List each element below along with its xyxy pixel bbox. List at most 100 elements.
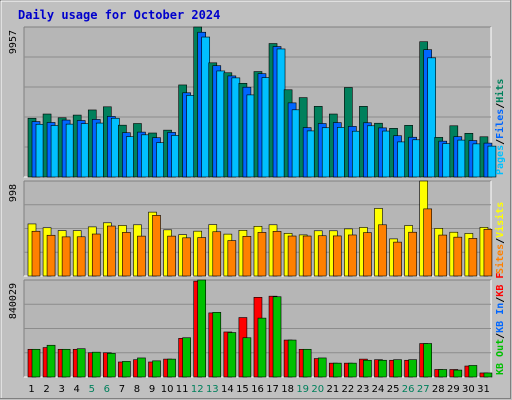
bar-sites-day-15 — [242, 236, 252, 277]
x-tick-label-day-9: 9 — [149, 384, 155, 395]
bar-sites-day-5 — [91, 233, 101, 277]
panel-visitors-ymax-label: 998 — [8, 184, 19, 202]
x-tick-label-day-16: 16 — [251, 384, 264, 395]
panel-requests-legend: Pages/Files/Hits — [494, 79, 506, 175]
bar-kb-out-day-24 — [378, 359, 387, 378]
bar-sites-day-25 — [393, 241, 402, 277]
x-tick-label-day-6: 6 — [104, 384, 110, 395]
bar-sites-day-18 — [287, 235, 297, 277]
bar-kb-out-day-18 — [287, 339, 297, 378]
legend-entry: / — [495, 238, 506, 244]
x-tick-label-day-24: 24 — [372, 384, 385, 395]
bar-kb-out-day-28 — [438, 369, 448, 378]
bar-sites-day-21 — [332, 235, 342, 277]
x-tick-label-day-13: 13 — [206, 384, 219, 395]
x-tick-label-day-21: 21 — [326, 384, 339, 395]
bar-kb-out-day-1 — [31, 348, 41, 378]
x-tick-label-day-31: 31 — [477, 384, 490, 395]
bar-kb-out-day-17 — [272, 296, 282, 378]
bar-sites-day-27 — [423, 208, 432, 277]
legend-entry: KB F — [495, 273, 506, 297]
bar-kb-out-day-14 — [227, 332, 237, 378]
bar-kb-out-day-4 — [76, 348, 86, 378]
legend-entry: KB In — [495, 303, 506, 333]
bar-sites-day-28 — [438, 234, 448, 277]
bar-pages-day-27 — [427, 57, 436, 178]
bar-pages-day-31 — [487, 145, 497, 178]
legend-entry: / — [495, 297, 506, 303]
bar-sites-day-13 — [212, 231, 222, 277]
bar-sites-day-14 — [227, 240, 237, 277]
x-tick-label-day-15: 15 — [236, 384, 249, 395]
bar-kb-out-day-21 — [332, 362, 342, 378]
bar-sites-day-12 — [197, 237, 207, 277]
bar-kb-out-day-29 — [453, 369, 463, 378]
bar-kb-out-day-10 — [167, 358, 176, 378]
x-tick-label-day-19: 19 — [296, 384, 309, 395]
x-tick-label-day-7: 7 — [119, 384, 125, 395]
bar-sites-day-8 — [137, 235, 146, 277]
legend-entry: Visits — [494, 202, 506, 238]
x-tick-label-day-30: 30 — [462, 384, 475, 395]
bar-sites-day-20 — [317, 235, 327, 277]
x-tick-label-day-3: 3 — [58, 384, 64, 395]
bar-sites-day-16 — [257, 232, 267, 277]
x-tick-label-day-12: 12 — [191, 384, 204, 395]
bar-kb-out-day-9 — [152, 360, 161, 378]
bar-sites-day-9 — [152, 215, 161, 277]
panel-requests-ymax-label: 9957 — [8, 30, 19, 54]
bar-kb-out-day-25 — [393, 359, 402, 378]
x-tick-label-day-27: 27 — [417, 384, 430, 395]
x-tick-label-day-11: 11 — [176, 384, 189, 395]
bar-kb-out-day-22 — [348, 362, 357, 378]
panel-visitors-legend: Sites/Visits — [494, 202, 506, 274]
panel-kbytes-legend: KB Out/KB In/KB F — [495, 273, 506, 375]
legend-entry: / — [495, 139, 506, 145]
bar-kb-out-day-30 — [468, 365, 478, 378]
x-tick-label-day-8: 8 — [134, 384, 140, 395]
bar-sites-day-23 — [363, 232, 372, 277]
x-tick-label-day-22: 22 — [342, 384, 355, 395]
legend-entry: Pages — [495, 145, 506, 175]
x-tick-label-day-10: 10 — [161, 384, 174, 395]
x-tick-label-day-14: 14 — [221, 384, 234, 395]
x-tick-label-day-4: 4 — [74, 384, 80, 395]
bar-sites-day-19 — [302, 235, 312, 277]
legend-entry: / — [495, 333, 506, 339]
bar-kb-out-day-7 — [122, 361, 131, 378]
bar-sites-day-1 — [31, 230, 41, 277]
chart-title: Daily usage for October 2024 — [18, 8, 220, 22]
bar-kb-out-day-27 — [423, 343, 432, 378]
bar-sites-day-26 — [408, 231, 417, 277]
bar-sites-day-31 — [483, 228, 493, 277]
bar-kb-out-day-16 — [257, 317, 267, 378]
bar-kb-out-day-6 — [107, 353, 116, 378]
bar-sites-day-4 — [76, 236, 86, 277]
bar-kb-out-day-12 — [197, 279, 207, 378]
bar-sites-day-24 — [378, 224, 387, 277]
legend-entry: Sites — [494, 244, 506, 274]
bar-kb-out-day-19 — [302, 348, 312, 378]
bar-kb-out-day-11 — [182, 337, 191, 378]
bar-kb-out-day-20 — [317, 357, 327, 378]
bar-sites-day-10 — [167, 235, 176, 277]
x-tick-label-day-18: 18 — [281, 384, 294, 395]
legend-entry: Files — [494, 109, 506, 139]
x-tick-label-day-17: 17 — [266, 384, 279, 395]
bar-kb-out-day-3 — [61, 348, 71, 378]
bar-sites-day-17 — [272, 231, 282, 277]
bar-sites-day-7 — [122, 232, 131, 277]
legend-entry: KB Out — [495, 339, 506, 375]
bar-sites-day-30 — [468, 238, 478, 277]
bar-sites-day-2 — [46, 234, 56, 277]
bar-kb-out-day-23 — [363, 359, 372, 378]
x-tick-label-day-1: 1 — [28, 384, 34, 395]
bar-kb-out-day-2 — [46, 344, 56, 378]
bar-sites-day-22 — [348, 234, 357, 277]
x-tick-label-day-25: 25 — [387, 384, 400, 395]
x-tick-label-day-29: 29 — [447, 384, 460, 395]
x-tick-label-day-28: 28 — [432, 384, 445, 395]
bar-kb-out-day-8 — [137, 357, 146, 378]
